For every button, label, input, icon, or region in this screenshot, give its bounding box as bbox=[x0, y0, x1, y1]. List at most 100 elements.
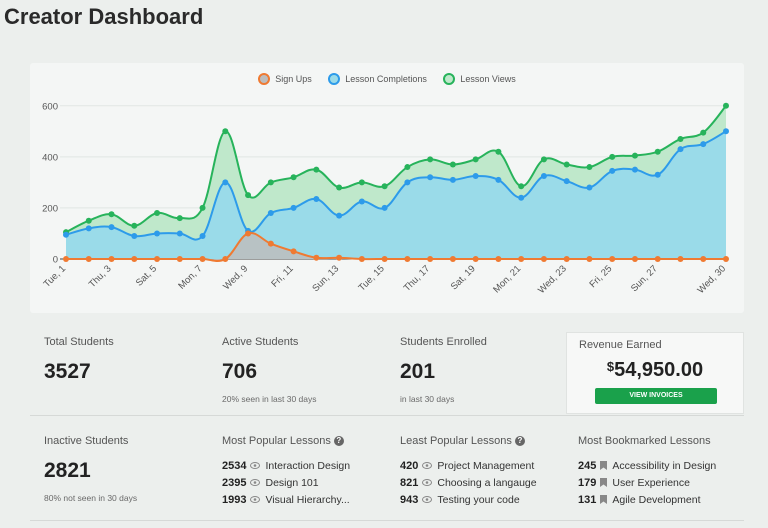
data-point bbox=[404, 164, 411, 171]
stat-note: 20% seen in last 30 days bbox=[222, 394, 317, 404]
x-tick-label: Fri, 25 bbox=[588, 263, 615, 290]
x-tick-label: Mon, 7 bbox=[176, 263, 204, 291]
x-tick-label: Tue, 1 bbox=[42, 263, 69, 290]
legend-lesson-completions[interactable]: Lesson Completions bbox=[328, 73, 427, 85]
help-icon[interactable]: ? bbox=[333, 436, 344, 447]
data-point bbox=[154, 256, 161, 262]
x-tick-label: Sun, 13 bbox=[310, 263, 341, 294]
data-point bbox=[518, 183, 525, 190]
data-point bbox=[336, 254, 343, 261]
inactive-students-stat: Inactive Students 2821 80% not seen in 3… bbox=[44, 435, 214, 503]
divider bbox=[30, 520, 744, 521]
list-item[interactable]: 821 Choosing a langauge bbox=[400, 474, 570, 491]
list-item[interactable]: 2395 Design 101 bbox=[222, 474, 392, 491]
y-tick-label: 600 bbox=[42, 101, 58, 112]
data-point bbox=[427, 256, 434, 262]
data-point bbox=[199, 233, 206, 240]
data-point bbox=[677, 146, 684, 153]
stat-value: 201 bbox=[400, 360, 436, 383]
section-label: Most Popular Lessons? bbox=[222, 435, 392, 447]
lesson-title: Accessibility in Design bbox=[612, 459, 717, 472]
data-point bbox=[176, 230, 183, 237]
data-point bbox=[108, 256, 115, 262]
lesson-count: 245 bbox=[578, 459, 597, 472]
list-item[interactable]: 179 User Experience bbox=[578, 474, 744, 491]
help-icon[interactable]: ? bbox=[514, 436, 525, 447]
lesson-list: 245 Accessibility in Design 179 User Exp… bbox=[578, 457, 744, 508]
data-point bbox=[63, 256, 69, 262]
series-area-lesson-completions bbox=[66, 131, 726, 259]
stat-value: 706 bbox=[222, 360, 258, 383]
data-point bbox=[677, 135, 684, 142]
eye-icon bbox=[422, 496, 433, 503]
least-popular-lessons: Least Popular Lessons? 420 Project Manag… bbox=[400, 435, 570, 508]
data-point bbox=[63, 231, 69, 238]
list-item[interactable]: 943 Testing your code bbox=[400, 491, 570, 508]
view-invoices-button[interactable]: VIEW INVOICES bbox=[595, 388, 717, 404]
y-tick-label: 400 bbox=[42, 152, 58, 163]
lesson-list: 2534 Interaction Design 2395 Design 101 … bbox=[222, 457, 392, 508]
data-point bbox=[404, 179, 411, 186]
y-tick-label: 200 bbox=[42, 203, 58, 214]
chart-canvas: 0 200 400 600 Tue, 1 Thu, 3 Sat, 5 Mon, 7 Wed, 9… bbox=[42, 101, 729, 296]
data-point bbox=[654, 171, 661, 178]
list-item[interactable]: 245 Accessibility in Design bbox=[578, 457, 744, 474]
legend-label: Lesson Views bbox=[460, 74, 516, 84]
eye-icon bbox=[250, 479, 261, 486]
data-point bbox=[381, 256, 388, 262]
data-point bbox=[449, 256, 456, 262]
lesson-count: 179 bbox=[578, 476, 597, 489]
x-tick-label: Mon, 21 bbox=[491, 263, 523, 295]
data-point bbox=[472, 173, 479, 179]
most-bookmarked-lessons: Most Bookmarked Lessons 245 Accessibilit… bbox=[578, 435, 744, 508]
list-item[interactable]: 131 Agile Development bbox=[578, 491, 744, 508]
lesson-title: Project Management bbox=[437, 459, 535, 472]
revenue-card: Revenue Earned $54,950.00 VIEW INVOICES bbox=[566, 332, 744, 414]
data-point bbox=[131, 222, 138, 229]
legend-swatch-icon bbox=[328, 73, 341, 85]
total-students-stat: Total Students 3527 bbox=[44, 336, 214, 384]
revenue-amount: 54,950.00 bbox=[614, 359, 704, 381]
list-item[interactable]: 420 Project Management bbox=[400, 457, 570, 474]
list-item[interactable]: 2534 Interaction Design bbox=[222, 457, 392, 474]
y-tick-label: 0 bbox=[53, 255, 58, 266]
legend-lesson-views[interactable]: Lesson Views bbox=[443, 73, 516, 85]
section-title: Most Bookmarked Lessons bbox=[578, 435, 711, 447]
x-tick-label: Tue, 15 bbox=[356, 263, 386, 293]
stat-value: 2821 bbox=[44, 459, 91, 482]
data-point bbox=[540, 173, 547, 179]
revenue-value: $54,950.00 bbox=[567, 359, 743, 382]
chart-legend: Sign Ups Lesson Completions Lesson Views bbox=[30, 73, 744, 87]
data-point bbox=[267, 210, 274, 217]
currency-symbol: $ bbox=[606, 359, 615, 374]
data-point bbox=[245, 230, 252, 237]
data-point bbox=[313, 254, 320, 261]
bookmark-icon bbox=[600, 495, 608, 504]
lesson-count: 821 bbox=[400, 476, 419, 489]
legend-label: Sign Ups bbox=[275, 74, 312, 84]
x-tick-label: Wed, 23 bbox=[536, 263, 569, 296]
data-point bbox=[290, 248, 297, 255]
stat-note: in last 30 days bbox=[400, 394, 455, 404]
data-point bbox=[700, 256, 707, 262]
stats-panel: Total Students 3527 Active Students 706 … bbox=[30, 330, 744, 528]
data-point bbox=[222, 256, 229, 262]
data-point bbox=[609, 256, 616, 262]
stat-label: Total Students bbox=[44, 336, 114, 348]
data-point bbox=[472, 256, 479, 262]
data-point bbox=[176, 256, 183, 262]
data-point bbox=[449, 161, 456, 168]
eye-icon bbox=[422, 462, 433, 469]
data-point bbox=[472, 156, 479, 163]
data-point bbox=[723, 128, 729, 135]
data-point bbox=[495, 256, 502, 262]
legend-sign-ups[interactable]: Sign Ups bbox=[258, 73, 312, 85]
lesson-count: 2395 bbox=[222, 476, 247, 489]
data-point bbox=[586, 164, 593, 171]
data-point bbox=[222, 128, 229, 135]
x-tick-label: Sat, 5 bbox=[134, 263, 159, 288]
list-item[interactable]: 1993 Visual Hierarchy... bbox=[222, 491, 392, 508]
divider bbox=[30, 415, 744, 416]
section-title: Least Popular Lessons bbox=[400, 435, 512, 447]
x-tick-label: Wed, 30 bbox=[695, 263, 728, 296]
